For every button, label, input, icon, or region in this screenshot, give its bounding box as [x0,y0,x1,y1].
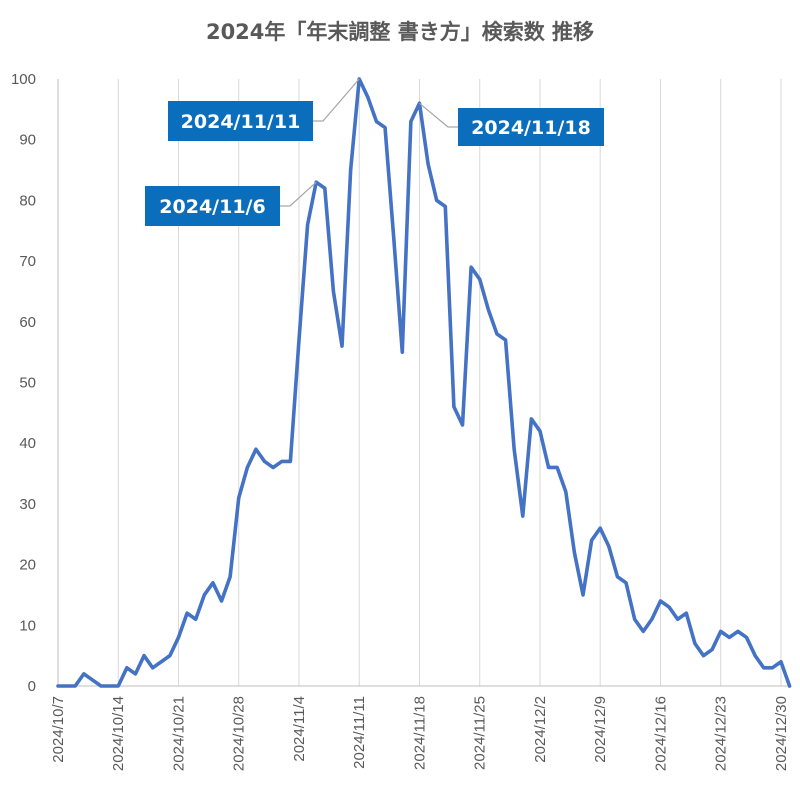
y-tick-label: 10 [19,617,36,634]
callout-leader [313,78,360,122]
callout-box [458,108,604,146]
callout-label: 2024/11/18 [471,117,591,139]
y-tick-label: 90 [19,132,36,149]
x-tick-labels: 2024/10/7 2024/10/14 2024/10/21 2024/10/28 2… [50,696,790,771]
series-line-layer [56,77,792,688]
axes [57,79,790,687]
x-tick-label: 2024/10/7 [50,696,67,763]
x-tick-label: 2024/11/4 [291,696,308,762]
x-tick-label: 2024/12/9 [592,696,609,763]
callout-leader [419,102,458,128]
x-tick-label: 2024/12/23 [713,696,730,771]
series-line [56,77,792,688]
callout-box [145,186,280,226]
x-tick-label: 2024/11/18 [411,696,428,770]
x-tick-label: 2024/12/30 [773,696,790,771]
x-tick-label: 2024/10/28 [231,696,248,771]
x-tick-label: 2024/11/25 [472,696,489,770]
chart-title: 2024年「年末調整 書き方」検索数 推移 [205,20,595,44]
y-tick-label: 100 [11,71,36,88]
x-tick-label: 2024/12/2 [532,696,549,763]
gridlines [57,79,782,686]
callout-label: 2024/11/6 [159,196,265,218]
y-tick-label: 80 [19,192,36,209]
callout-label: 2024/11/11 [181,111,301,133]
callout-leader [280,181,317,207]
callout-box [168,101,313,141]
x-tick-label: 2024/11/11 [351,696,368,769]
x-tick-label: 2024/12/16 [652,696,669,771]
x-tick-label: 2024/10/14 [110,696,127,771]
y-tick-label: 40 [19,435,36,452]
y-tick-label: 60 [19,314,36,331]
x-tick-label: 2024/10/21 [170,696,187,771]
y-tick-label: 70 [19,253,36,270]
callout-layer: 2024/11/11 2024/11/18 2024/11/6 [145,78,604,226]
y-tick-label: 30 [19,496,36,513]
y-tick-label: 50 [19,375,36,392]
y-tick-label: 20 [19,557,36,574]
y-tick-label: 0 [28,678,36,695]
y-tick-labels: 0 10 20 30 40 50 60 70 80 90 100 [11,71,36,695]
